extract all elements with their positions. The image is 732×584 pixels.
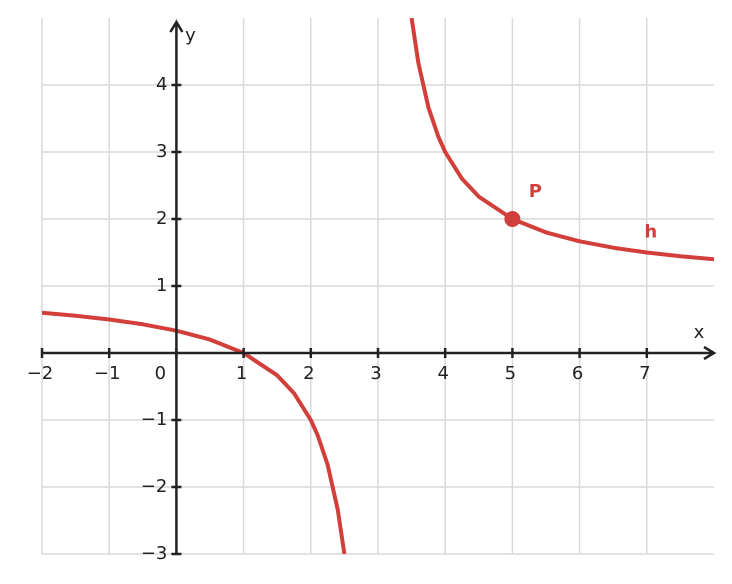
y-tick-label: 4 [156, 74, 167, 95]
function-curve [42, 18, 714, 554]
x-tick-label: 3 [370, 363, 381, 384]
x-tick-label: 5 [505, 363, 516, 384]
y-tick-label: 2 [156, 208, 167, 229]
x-tick-label: 7 [639, 363, 650, 384]
y-axis-label: y [185, 25, 196, 46]
y-axis-arrow [169, 19, 184, 33]
x-tick-label: 6 [572, 363, 583, 384]
point [504, 211, 521, 227]
y-tick-label: 3 [156, 141, 167, 162]
y-tick-label: −2 [141, 476, 168, 497]
x-axis-label: x [694, 322, 705, 343]
x-tick-label: 4 [437, 363, 448, 384]
x-tick-label: 0 [155, 363, 166, 384]
y-tick-label: −1 [141, 409, 168, 430]
y-tick-label: 1 [156, 275, 167, 296]
point-label: P [529, 181, 542, 202]
x-tick-label: −1 [94, 363, 121, 384]
x-tick-label: 2 [303, 363, 314, 384]
x-tick-label: 1 [236, 363, 247, 384]
x-tick-label: −2 [27, 363, 54, 384]
y-tick-label: −3 [141, 543, 168, 564]
x-axis-arrow [703, 345, 717, 361]
curve-label: h [644, 221, 657, 242]
